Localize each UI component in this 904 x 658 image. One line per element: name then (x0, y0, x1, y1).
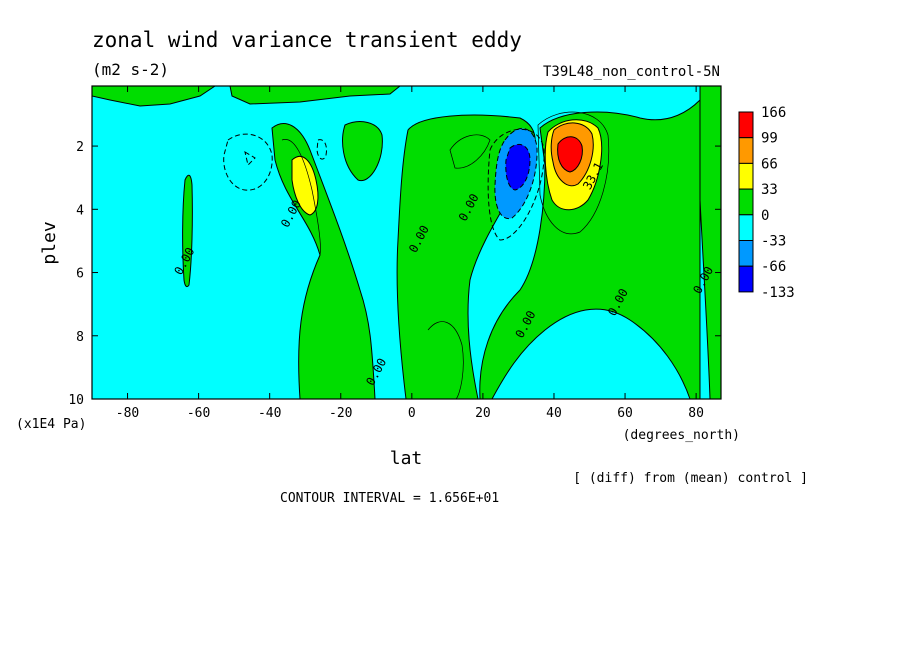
y-axis-units: (x1E4 Pa) (16, 417, 86, 432)
x-tick-label: -20 (329, 406, 352, 421)
colorbar-label: -66 (761, 259, 786, 275)
diff-note: [ (diff) from (mean) control ] (573, 471, 808, 486)
x-tick-label: 40 (546, 406, 562, 421)
region-sh-yellow (291, 155, 319, 216)
x-tick-label: -40 (258, 406, 281, 421)
negative-contour-sh (223, 133, 273, 191)
chart-title: zonal wind variance transient eddy (92, 28, 522, 52)
thin-contours (281, 111, 610, 400)
colorbar-swatch (738, 240, 754, 267)
thin-contour-sh-ridge (281, 139, 321, 256)
colorbar: 166 99 66 33 0 -33 -66 -133 (738, 105, 795, 301)
colorbar-swatch (738, 137, 754, 164)
x-axis-units: (degrees_north) (623, 428, 740, 443)
region-dark-blue (505, 144, 531, 191)
negative-contour-mid (316, 139, 327, 160)
region-thin-sliver-60s (182, 174, 193, 288)
y-tick-label: 6 (76, 267, 84, 282)
contour-interval: CONTOUR INTERVAL = 1.656E+01 (280, 491, 499, 506)
y-axis-label: plev (39, 221, 60, 264)
colorbar-label: 33 (761, 182, 778, 198)
plot-frame (91, 85, 722, 400)
y-tick-label: 4 (76, 203, 84, 218)
colorbar-swatch (738, 265, 754, 293)
colorbar-label: 166 (761, 105, 786, 121)
x-tick-label: 20 (475, 406, 491, 421)
x-tick-label: 60 (617, 406, 633, 421)
x-axis-label: lat (390, 448, 423, 469)
x-tick-label: 0 (408, 406, 416, 421)
colorbar-swatch (738, 188, 754, 216)
y-axis-ticks: 2 4 6 8 10 (68, 140, 721, 408)
x-axis-ticks: -80 -60 -40 -20 0 20 40 60 80 (116, 86, 704, 421)
colorbar-label: -33 (761, 234, 786, 250)
colorbar-label: 99 (761, 131, 778, 147)
y-tick-label: 10 (68, 393, 84, 408)
y-tick-label: 8 (76, 330, 84, 345)
colorbar-swatch (738, 111, 754, 139)
run-label: T39L48_non_control-5N (543, 64, 720, 80)
negative-regions (223, 127, 545, 241)
region-nh-main (479, 98, 701, 400)
region-top-center-strip (229, 85, 402, 105)
x-tick-label: -80 (116, 406, 139, 421)
thin-contour-tropics (427, 321, 464, 400)
y-tick-label: 2 (76, 140, 84, 155)
chart-units: (m2 s-2) (92, 60, 169, 79)
colorbar-swatch (738, 214, 754, 242)
colorbar-swatch (738, 162, 754, 190)
colorbar-label: 0 (761, 208, 769, 224)
colorbar-label: -133 (761, 285, 795, 301)
region-sh-small-patch (342, 121, 383, 182)
positive-regions (91, 85, 722, 400)
region-nh-red (557, 136, 583, 173)
thin-contour-nh-outer (537, 111, 610, 235)
region-top-left-strip (91, 85, 217, 107)
thin-contour-top-tropics (449, 134, 491, 169)
colorbar-label: 66 (761, 156, 778, 172)
x-tick-label: -60 (187, 406, 210, 421)
x-tick-label: 80 (688, 406, 704, 421)
negative-contour-sh-small (244, 150, 256, 166)
